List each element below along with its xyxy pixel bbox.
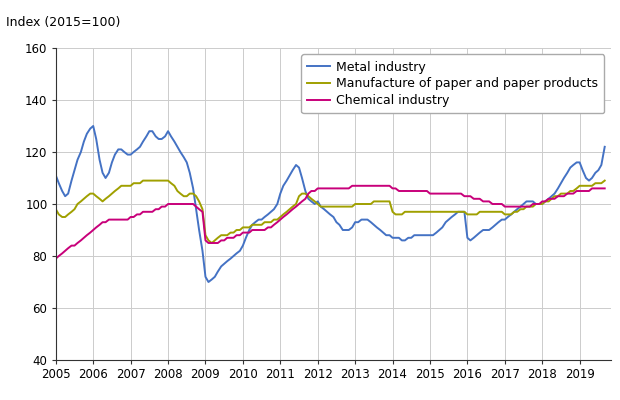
Chemical industry xyxy=(379,183,387,188)
Metal industry xyxy=(232,251,240,256)
Line: Chemical industry: Chemical industry xyxy=(56,186,604,258)
Manufacture of paper and paper products xyxy=(458,210,465,214)
Metal industry xyxy=(526,199,534,204)
Manufacture of paper and paper products xyxy=(395,212,402,217)
Manufacture of paper and paper products xyxy=(214,235,221,240)
Line: Manufacture of paper and paper products: Manufacture of paper and paper products xyxy=(56,180,604,243)
Chemical industry xyxy=(208,240,216,245)
Manufacture of paper and paper products xyxy=(526,204,534,209)
Manufacture of paper and paper products xyxy=(208,240,216,245)
Metal industry xyxy=(601,144,608,149)
Manufacture of paper and paper products xyxy=(140,178,147,183)
Metal industry xyxy=(395,235,402,240)
Manufacture of paper and paper products xyxy=(232,228,240,232)
Legend: Metal industry, Manufacture of paper and paper products, Chemical industry: Metal industry, Manufacture of paper and… xyxy=(301,54,604,113)
Manufacture of paper and paper products xyxy=(383,199,390,204)
Chemical industry xyxy=(227,235,234,240)
Metal industry xyxy=(89,124,97,128)
Line: Metal industry: Metal industry xyxy=(56,126,604,282)
Chemical industry xyxy=(601,186,608,191)
Chemical industry xyxy=(454,191,462,196)
Chemical industry xyxy=(348,183,356,188)
Metal industry xyxy=(205,280,212,284)
Text: Index (2015=100): Index (2015=100) xyxy=(6,16,120,29)
Chemical industry xyxy=(52,256,60,261)
Manufacture of paper and paper products xyxy=(601,178,608,183)
Chemical industry xyxy=(523,204,530,209)
Metal industry xyxy=(214,269,221,274)
Manufacture of paper and paper products xyxy=(52,207,60,212)
Metal industry xyxy=(458,210,465,214)
Chemical industry xyxy=(392,186,399,191)
Metal industry xyxy=(52,173,60,178)
Metal industry xyxy=(383,233,390,238)
